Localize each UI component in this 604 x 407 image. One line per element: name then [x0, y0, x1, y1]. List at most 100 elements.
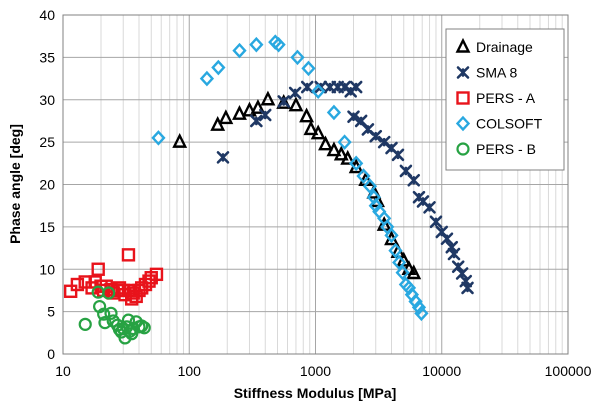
legend-marker-drainage: [455, 37, 471, 53]
data-point-colsoft: [337, 134, 352, 150]
y-tick-label: 40: [39, 7, 55, 23]
data-point-pers-b: [78, 317, 92, 331]
data-point-pers-b: [104, 306, 118, 320]
y-tick-label: 35: [39, 49, 55, 65]
series-pers-a: [63, 248, 164, 306]
data-point-colsoft: [388, 242, 403, 259]
data-point-colsoft: [356, 168, 371, 184]
data-point-colsoft: [408, 293, 423, 310]
data-point-pers-a: [91, 262, 105, 276]
data-point-colsoft: [311, 83, 326, 100]
data-point-pers-a: [70, 277, 85, 292]
data-point-drainage: [326, 141, 342, 157]
data-point-drainage: [260, 90, 276, 106]
data-point-colsoft: [290, 49, 305, 66]
data-point-sma-8: [423, 201, 436, 214]
data-point-colsoft: [211, 59, 226, 76]
data-point-pers-b: [97, 307, 111, 321]
x-axis-title: Stiffness Modulus [MPa]: [234, 385, 397, 401]
legend-label-sma-8: SMA 8: [476, 65, 517, 81]
data-point-colsoft: [392, 254, 407, 271]
x-tick-label: 1000: [300, 363, 331, 379]
data-point-colsoft: [362, 178, 378, 194]
data-point-sma-8: [461, 281, 474, 295]
data-point-pers-a: [142, 274, 156, 288]
x-tick-label: 100: [178, 363, 202, 379]
data-point-drainage: [250, 99, 266, 114]
y-axis-title: Phase angle [deg]: [7, 124, 23, 244]
data-point-colsoft: [151, 130, 166, 146]
axes: 0 5 10 15 20 25 30 35 40 10 100 1000 10000 100000: [39, 7, 591, 379]
data-point-pers-b: [98, 316, 112, 330]
data-point-drainage: [172, 132, 188, 148]
data-point-drainage: [310, 124, 326, 140]
data-point-drainage: [299, 107, 315, 123]
data-point-sma-8: [391, 148, 405, 162]
data-point-sma-8: [300, 80, 314, 94]
data-point-pers-a: [149, 267, 164, 282]
legend-label-colsoft: COLSOFT: [476, 116, 543, 132]
data-point-colsoft: [271, 36, 286, 53]
series-colsoft: [151, 34, 429, 322]
data-point-colsoft: [411, 299, 427, 316]
data-point-pers-b: [102, 286, 116, 300]
data-point-colsoft: [349, 155, 364, 172]
y-tick-label: 0: [47, 346, 55, 362]
data-point-drainage: [406, 264, 422, 280]
data-point-sma-8: [407, 173, 421, 187]
legend-marker-sma-8: [456, 66, 470, 79]
data-point-pers-a: [134, 281, 149, 295]
data-point-sma-8: [455, 267, 469, 280]
y-tick-label: 5: [47, 304, 55, 320]
data-point-sma-8: [258, 108, 272, 122]
data-point-colsoft: [414, 305, 429, 322]
data-point-pers-a: [63, 284, 78, 298]
data-point-colsoft: [326, 104, 342, 121]
series-sma-8: [216, 80, 474, 295]
legend-label-drainage: Drainage: [476, 39, 533, 55]
data-point-sma-8: [369, 129, 383, 143]
data-point-sma-8: [349, 80, 363, 94]
x-tick-label: 100000: [545, 363, 592, 379]
legend-label-pers-a: PERS - A: [476, 90, 536, 106]
data-point-sma-8: [288, 86, 302, 100]
data-point-drainage: [333, 145, 349, 161]
data-point-sma-8: [440, 232, 454, 246]
data-point-colsoft: [232, 42, 247, 59]
data-point-drainage: [303, 120, 319, 136]
data-point-drainage: [232, 104, 247, 120]
data-point-sma-8: [250, 114, 263, 128]
data-point-pers-b: [137, 321, 151, 335]
plot-frame: [62, 14, 569, 355]
legend-marker-pers-b: [456, 142, 470, 156]
data-point-colsoft: [249, 36, 264, 53]
y-tick-label: 15: [39, 219, 55, 235]
legend-label-pers-b: PERS - B: [476, 141, 536, 157]
legend: Drainage SMA 8 PERS - A COLSOFT PERS - B: [445, 28, 565, 171]
data-point-drainage: [218, 109, 234, 125]
data-point-sma-8: [216, 151, 230, 164]
data-point-sma-8: [429, 215, 443, 229]
data-point-drainage: [340, 149, 356, 165]
data-point-drainage: [242, 101, 257, 117]
data-point-colsoft: [401, 280, 417, 296]
data-point-pers-a: [121, 248, 136, 262]
data-point-sma-8: [347, 110, 360, 123]
data-points: [63, 34, 474, 345]
y-tick-label: 25: [39, 134, 55, 150]
data-point-sma-8: [447, 247, 461, 261]
series-pers-b: [78, 285, 151, 345]
data-point-colsoft: [368, 197, 383, 214]
data-point-sma-8: [338, 80, 351, 94]
legend-marker-pers-a: [456, 91, 470, 105]
x-tick-label: 10: [55, 363, 71, 379]
data-point-drainage: [210, 115, 226, 131]
data-point-drainage: [288, 96, 304, 112]
x-tick-label: 10000: [422, 363, 461, 379]
data-point-colsoft: [301, 60, 316, 77]
data-point-drainage: [318, 135, 333, 151]
legend-marker-colsoft: [455, 115, 471, 132]
data-point-sma-8: [277, 95, 291, 108]
data-point-colsoft: [199, 70, 215, 87]
